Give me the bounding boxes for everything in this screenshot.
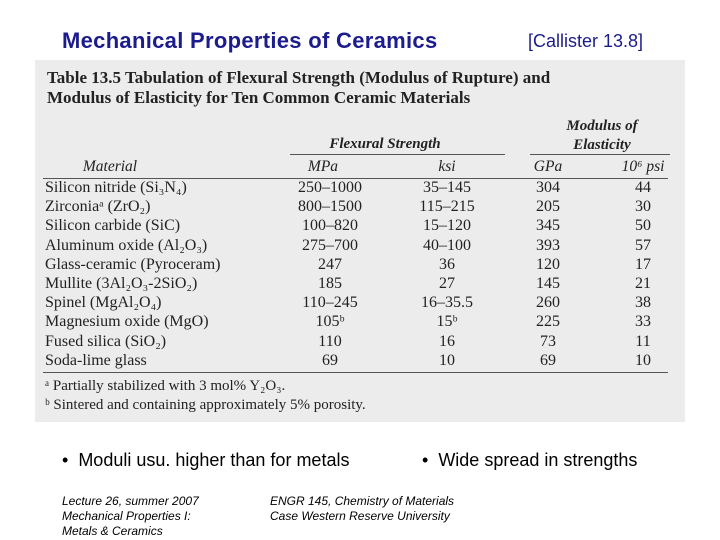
- footer-left: Metals & Ceramics: [62, 524, 163, 538]
- material-cell: Soda-lime glass: [45, 351, 147, 369]
- material-cell: Mullite (3Al₂O₃-2SiO₂): [45, 275, 198, 292]
- value-cell: 304: [536, 179, 560, 196]
- bullet: Wide spread in strengths: [422, 450, 637, 471]
- material-cell: Aluminum oxide (Al₂O₃): [45, 236, 208, 254]
- rule: [43, 178, 668, 179]
- material-cell: Silicon nitride (Si₃N₄): [45, 179, 187, 196]
- value-cell: 115–215: [419, 198, 475, 216]
- value-cell: 800–1500: [298, 198, 362, 216]
- value-cell: 15–120: [423, 217, 471, 235]
- value-cell: 38: [635, 294, 651, 312]
- value-cell: 50: [635, 217, 651, 235]
- value-cell: 36: [439, 255, 455, 273]
- value-cell: 16–35.5: [421, 294, 473, 312]
- value-cell: 145: [536, 275, 560, 292]
- table-caption: Modulus of Elasticity for Ten Common Cer…: [47, 88, 471, 107]
- value-cell: 69: [322, 351, 338, 369]
- value-cell: 110: [318, 332, 342, 350]
- value-cell: 100–820: [302, 217, 358, 235]
- value-cell: 21: [635, 275, 651, 292]
- value-cell: 17: [635, 255, 651, 273]
- value-cell: 260: [536, 294, 560, 312]
- group-header: Elasticity: [573, 137, 631, 153]
- value-cell: 16: [439, 332, 455, 350]
- value-cell: 110–245: [302, 294, 358, 312]
- rule: [530, 154, 670, 155]
- footnote: ᵇ Sintered and containing approximately …: [45, 397, 366, 413]
- value-cell: 33: [635, 313, 651, 331]
- value-cell: 10: [439, 351, 455, 369]
- value-cell: 27: [439, 275, 455, 292]
- material-cell: Glass-ceramic (Pyroceram): [45, 255, 221, 273]
- material-cell: Zirconiaᵃ (ZrO₂): [45, 198, 151, 216]
- column-header: Material: [82, 158, 138, 175]
- source-ref: [Callister 13.8]: [528, 31, 644, 51]
- footer-right: Case Western Reserve University: [270, 509, 450, 523]
- footer-right: ENGR 145, Chemistry of Materials: [270, 494, 455, 508]
- value-cell: 57: [635, 236, 651, 254]
- footnote: ᵃ Partially stabilized with 3 mol% Y₂O₃.: [45, 378, 286, 394]
- value-cell: 345: [536, 217, 560, 235]
- value-cell: 15ᵇ: [436, 313, 458, 331]
- bullet: Moduli usu. higher than for metals: [62, 450, 349, 471]
- value-cell: 105ᵇ: [315, 313, 345, 331]
- value-cell: 40–100: [423, 236, 471, 254]
- material-cell: Magnesium oxide (MgO): [45, 313, 209, 331]
- table-caption: Table 13.5 Tabulation of Flexural Streng…: [47, 68, 551, 87]
- value-cell: 44: [635, 179, 651, 196]
- value-cell: 225: [536, 313, 560, 331]
- column-header: GPa: [533, 158, 563, 175]
- value-cell: 10: [635, 351, 651, 369]
- material-cell: Fused silica (SiO₂): [45, 332, 167, 350]
- value-cell: 35–145: [423, 179, 471, 196]
- value-cell: 275–700: [302, 236, 358, 254]
- footer-left: Lecture 26, summer 2007: [62, 494, 199, 508]
- footer-left: Mechanical Properties I:: [62, 509, 191, 523]
- material-cell: Silicon carbide (SiC): [45, 217, 181, 235]
- rule: [43, 372, 668, 373]
- group-header: Modulus of: [566, 118, 638, 134]
- value-cell: 250–1000: [298, 179, 362, 196]
- material-cell: Spinel (MgAl₂O₄): [45, 294, 162, 312]
- group-header: Flexural Strength: [329, 136, 441, 152]
- value-cell: 247: [318, 255, 342, 273]
- value-cell: 393: [536, 236, 560, 254]
- value-cell: 73: [540, 332, 556, 350]
- value-cell: 120: [536, 255, 560, 273]
- value-cell: 185: [318, 275, 342, 292]
- column-header: ksi: [438, 158, 456, 175]
- value-cell: 205: [536, 198, 560, 216]
- table: Table 13.5 Tabulation of Flexural Streng…: [35, 60, 685, 422]
- rule: [290, 154, 505, 155]
- slide-title: Mechanical Properties of Ceramics: [62, 28, 438, 53]
- value-cell: 69: [540, 351, 556, 369]
- value-cell: 30: [635, 198, 651, 216]
- column-header: 10⁶ psi: [621, 158, 665, 175]
- value-cell: 11: [635, 332, 651, 350]
- column-header: MPa: [307, 158, 339, 175]
